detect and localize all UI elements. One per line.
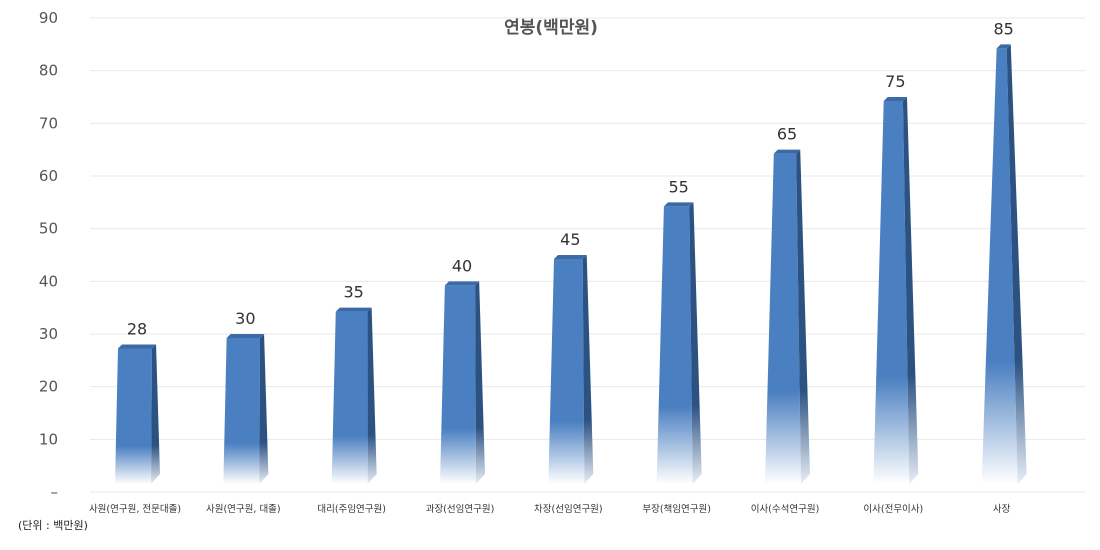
y-tick-label: 90 [39,9,58,27]
bar-front-face [223,338,261,484]
bar-front-face [656,206,693,485]
bar-front-face [765,153,801,484]
category-label: 이사(수석연구원) [751,504,820,515]
category-label: 이사(전무이사) [863,504,923,515]
category-label: 사원(연구원, 전문대졸) [89,504,181,515]
bar [981,44,1027,484]
category-label: 부장(책임연구원) [642,503,711,515]
bar-front-face [331,311,368,484]
value-label: 30 [235,309,255,328]
bar-top-face [118,344,157,349]
x-axis-labels: 사원(연구원, 전문대졸) 사원(연구원, 대졸) 대리(주임연구원) 과장(선임연구… [89,503,1011,515]
bar-front-face [873,101,910,484]
bar [873,97,919,484]
y-tick-label: 50 [39,220,58,238]
y-tick-label: 30 [39,325,58,343]
bar-front-face [548,259,585,484]
bar [548,255,594,484]
y-tick-label: 80 [39,62,58,80]
bar-side-face [151,344,160,484]
bar-side-face [582,255,594,484]
unit-note: (단위 : 백만원) [18,519,88,532]
value-label: 28 [127,320,147,339]
y-tick-label: 60 [39,167,58,185]
bar-top-face [335,307,372,312]
bar-top-face [663,202,694,207]
bar-side-face [689,202,702,485]
bar-side-face [367,307,377,484]
value-label: 40 [452,256,472,275]
y-tick-label: 20 [39,378,58,396]
bar-top-face [773,149,801,154]
y-axis-ticks: – 10 20 30 40 50 60 70 80 90 [39,9,58,501]
bar-side-face [796,149,810,484]
bar-front-face [115,348,152,484]
category-label: 사장 [993,504,1011,515]
value-label: 85 [993,19,1013,38]
bar-front-face [440,285,476,484]
category-label: 사원(연구원, 대졸) [206,504,281,515]
bar-top-face [883,97,907,101]
bar-side-face [902,97,919,484]
bar-side-face [1006,44,1027,484]
value-label: 55 [668,177,688,196]
y-tick-label: 70 [39,114,58,132]
y-tick-label: 10 [39,430,58,448]
bar-top-face [444,281,480,286]
category-label: 대리(주임연구원) [317,503,386,515]
y-tick-label: 40 [39,272,58,290]
chart-title: 연봉(백만원) [504,18,598,38]
bar-front-face [981,48,1018,484]
bar [440,281,485,484]
bar [656,202,702,485]
bar-side-face [475,281,485,484]
bar [331,307,377,484]
category-label: 차장(선임연구원) [534,503,603,515]
value-label: 45 [560,230,580,249]
bar-side-face [259,334,269,484]
bar-top-face [226,334,265,338]
bar-top-face [554,255,587,259]
value-labels: 28 30 35 40 45 55 65 75 85 [127,19,1014,338]
value-label: 75 [885,72,905,91]
bar [765,149,810,484]
y-tick-label: – [51,483,59,501]
category-label: 과장(선임연구원) [426,503,495,515]
value-label: 65 [777,125,797,144]
bars [115,44,1027,485]
bar [115,344,160,484]
bar [223,334,269,484]
bar-top-face [996,44,1011,49]
value-label: 35 [343,283,363,302]
